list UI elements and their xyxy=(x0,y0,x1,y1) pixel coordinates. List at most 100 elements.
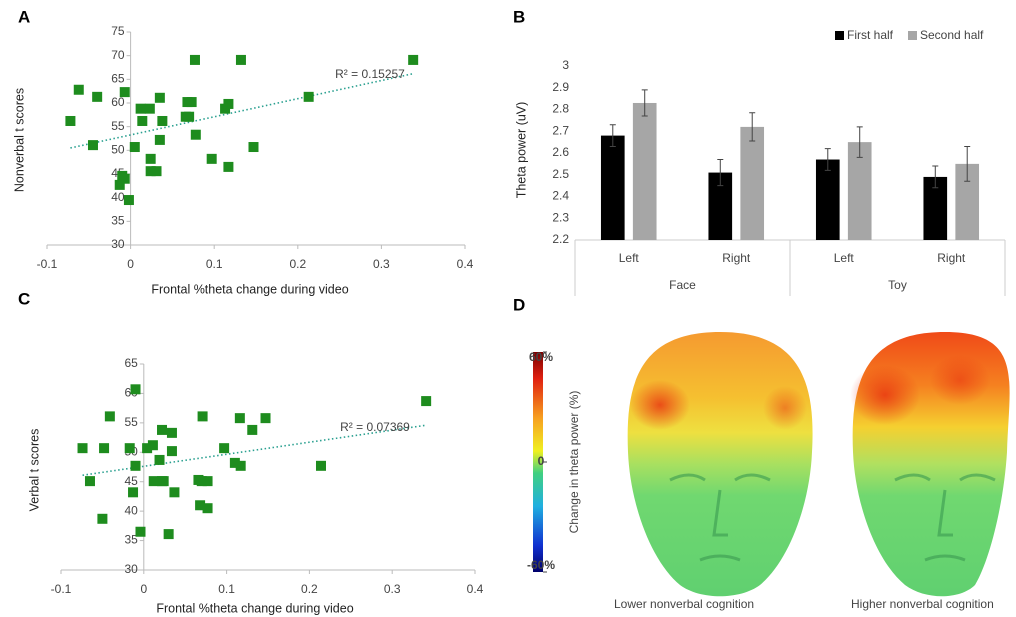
y-axis-title: Verbal t scores xyxy=(27,429,41,512)
point xyxy=(114,179,125,190)
panel-label: A xyxy=(18,7,30,26)
point xyxy=(119,173,130,184)
point xyxy=(157,115,168,126)
error-bar xyxy=(964,145,971,182)
x-tick-label: 0.4 xyxy=(467,582,484,596)
point xyxy=(151,166,162,177)
y-tick-label: 50 xyxy=(111,143,125,157)
panel-label: B xyxy=(513,7,525,26)
legend-label: Second half xyxy=(920,28,984,42)
point xyxy=(99,443,110,454)
point xyxy=(195,500,206,511)
point xyxy=(190,129,201,140)
x-axis-title: Frontal %theta change during video xyxy=(151,282,348,296)
point xyxy=(104,411,115,422)
point xyxy=(145,153,156,164)
y-tick-label: 60 xyxy=(111,95,125,109)
y-tick-label: 55 xyxy=(111,119,125,133)
point xyxy=(235,460,246,471)
x-tick-label: 0.3 xyxy=(373,257,390,271)
point xyxy=(97,513,108,524)
point xyxy=(229,457,240,468)
point xyxy=(166,427,177,438)
x-tick-label: Right xyxy=(722,251,751,265)
colorbar xyxy=(533,352,543,572)
y-tick-label: 40 xyxy=(111,190,125,204)
point xyxy=(142,443,153,454)
point xyxy=(130,384,141,395)
panel-label: D xyxy=(513,295,525,314)
point xyxy=(196,476,207,487)
point xyxy=(147,440,158,451)
x-tick-label: 0 xyxy=(140,582,147,596)
point xyxy=(92,91,103,102)
point xyxy=(189,54,200,65)
y-tick-label: 2.3 xyxy=(552,210,569,224)
error-bar xyxy=(609,124,616,147)
point xyxy=(235,54,246,65)
y-tick-label: 75 xyxy=(111,24,125,38)
x-tick-label: 0.1 xyxy=(218,582,235,596)
x-tick-label: 0.3 xyxy=(384,582,401,596)
point xyxy=(247,424,258,435)
y-tick-label: 35 xyxy=(111,214,125,228)
point xyxy=(408,54,419,65)
bar xyxy=(740,126,765,240)
point xyxy=(421,396,432,407)
trendline xyxy=(70,72,414,149)
y-axis-title: Theta power (uV) xyxy=(514,102,528,199)
point xyxy=(260,413,271,424)
error-bar xyxy=(932,165,939,189)
y-tick-label: 70 xyxy=(111,48,125,62)
bar xyxy=(923,176,948,240)
bar xyxy=(847,142,872,240)
y-tick-label: 40 xyxy=(124,503,138,517)
caption: Higher nonverbal cognition xyxy=(851,597,994,611)
point xyxy=(154,134,165,145)
point xyxy=(130,460,141,471)
point xyxy=(73,84,84,95)
point xyxy=(315,460,326,471)
point xyxy=(65,115,76,126)
x-tick-label: 0.2 xyxy=(289,257,306,271)
point xyxy=(303,91,314,102)
error-bar xyxy=(749,112,756,142)
point xyxy=(124,443,135,454)
x-tick-label: 0.4 xyxy=(457,257,474,271)
y-tick-label: 30 xyxy=(111,237,125,251)
y-tick-label: 2.8 xyxy=(552,102,569,116)
y-tick-label: 30 xyxy=(124,562,138,576)
error-bar xyxy=(641,89,648,117)
point xyxy=(163,529,174,540)
point xyxy=(144,103,155,114)
group-label: Toy xyxy=(888,278,907,292)
point xyxy=(202,503,213,514)
point xyxy=(169,487,180,498)
legend-label: First half xyxy=(847,28,894,42)
x-tick-label: Left xyxy=(619,251,640,265)
legend-swatch xyxy=(835,31,844,40)
point xyxy=(135,103,146,114)
annotation: R² = 0.07369 xyxy=(340,420,410,434)
point xyxy=(128,487,139,498)
y-tick-label: 55 xyxy=(124,415,138,429)
x-tick-label: 0.2 xyxy=(301,582,318,596)
bar xyxy=(815,159,840,240)
y-tick-label: 2.2 xyxy=(552,232,569,246)
point xyxy=(219,443,230,454)
legend-swatch xyxy=(908,31,917,40)
point xyxy=(206,153,217,164)
point xyxy=(145,166,156,177)
head-lower xyxy=(627,332,813,597)
y-axis-title: Nonverbal t scores xyxy=(12,88,26,192)
y-tick-label: 45 xyxy=(124,474,138,488)
point xyxy=(157,424,168,435)
point xyxy=(197,411,208,422)
x-tick-label: 0.1 xyxy=(206,257,223,271)
x-tick-label: Left xyxy=(834,251,855,265)
group-label: Face xyxy=(669,278,696,292)
point xyxy=(87,140,98,151)
error-bar xyxy=(856,126,863,158)
point xyxy=(166,446,177,457)
